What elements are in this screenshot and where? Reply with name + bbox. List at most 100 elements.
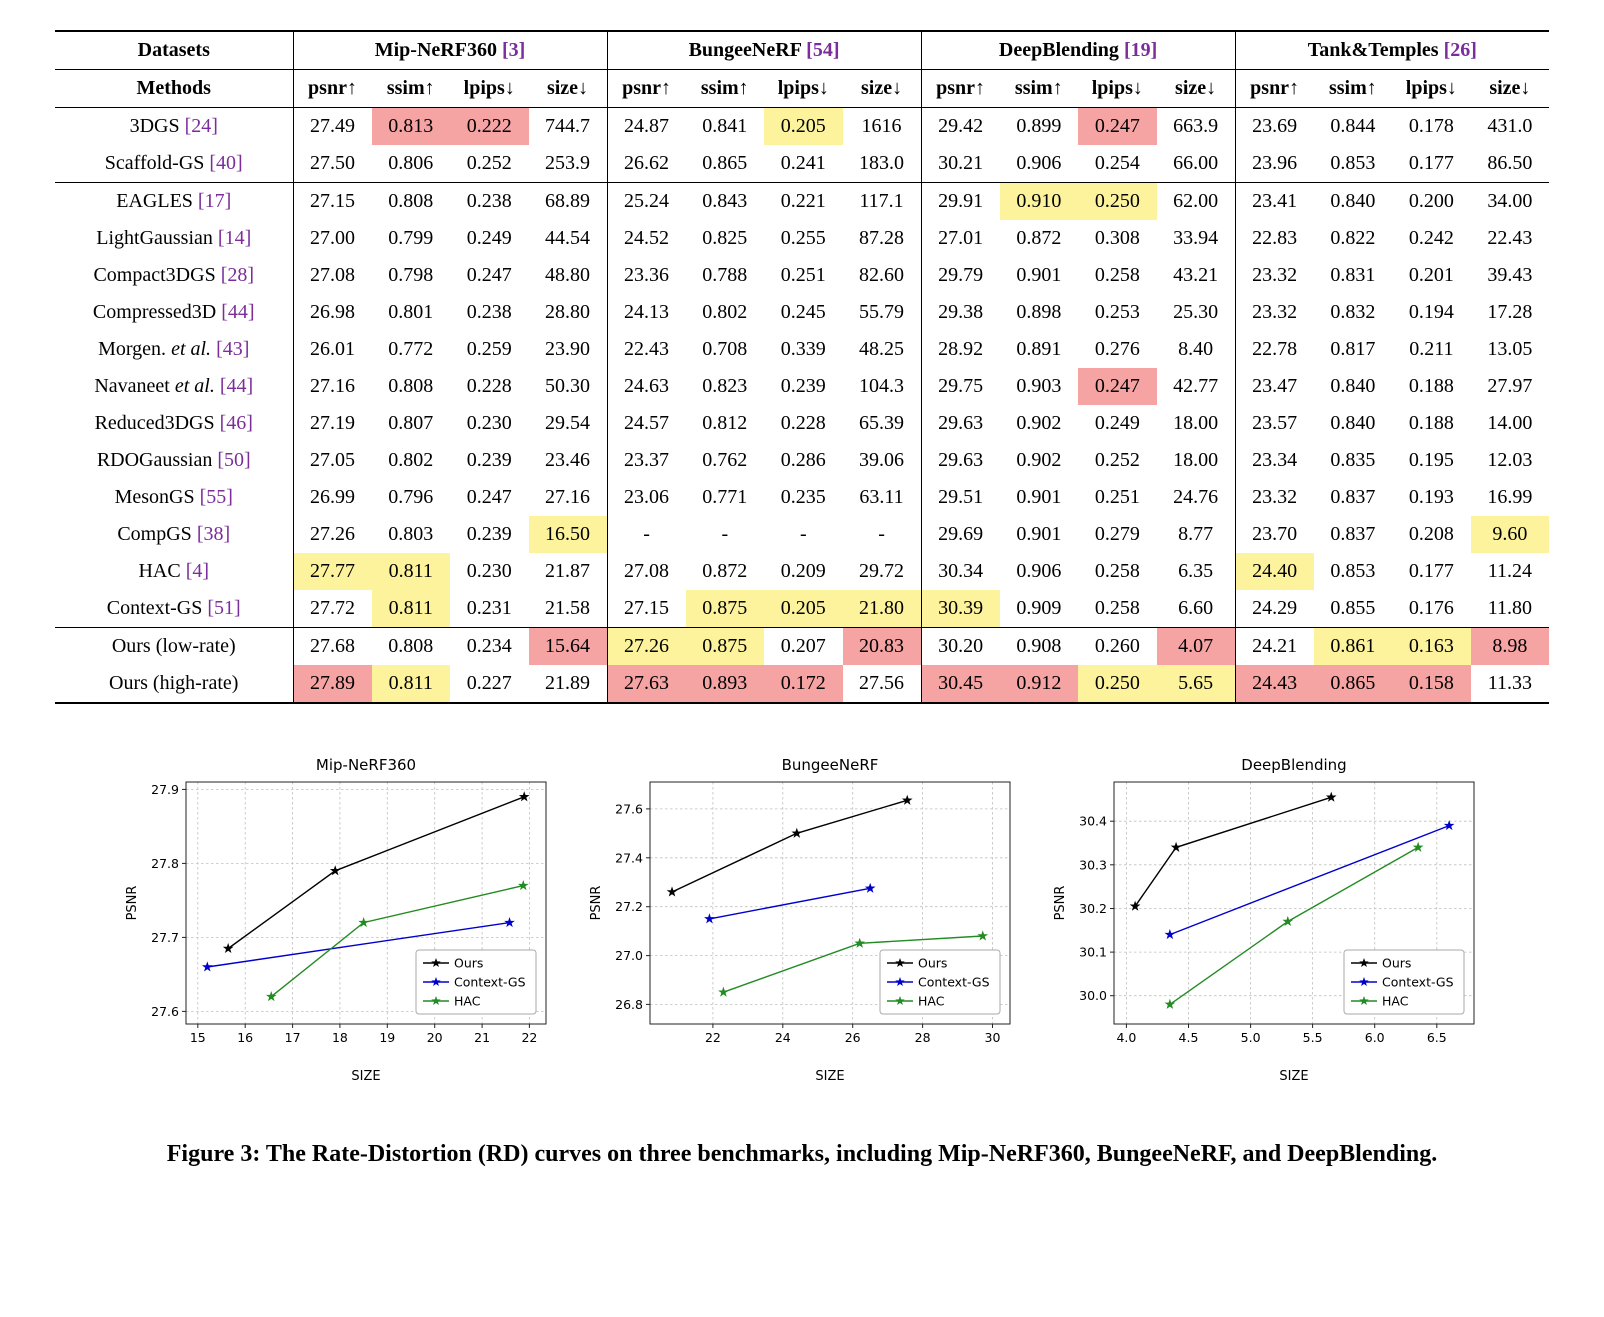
metric-column-header: psnr↑ <box>1234 69 1314 108</box>
metric-value: 39.06 <box>859 449 905 471</box>
data-point-marker <box>518 791 530 802</box>
table-row: Scaffold-GS [40] 27.50 0.806 0.252 253.9 26.6… <box>55 145 1550 183</box>
metric-value: 29.69 <box>920 516 1000 553</box>
metric-value: 0.249 <box>466 227 512 249</box>
metric-value: 0.708 <box>702 338 748 360</box>
legend-marker <box>1359 996 1369 1006</box>
metric-column-header: lpips↓ <box>1078 69 1157 108</box>
citation-ref: [55] <box>199 486 233 508</box>
metric-value: 0.193 <box>1408 486 1454 508</box>
metric-value: 0.861 <box>1313 627 1393 665</box>
metric-value: 11.33 <box>1487 672 1532 694</box>
chart-block-mip-nerf360: 15 16 17 18 19 20 21 22 27.6 27.7 27.8 27.9 Mip-NeRF… <box>120 754 556 1093</box>
metric-value: 0.239 <box>780 375 826 397</box>
metric-value: 8.40 <box>1178 338 1214 360</box>
metric-value: 0.308 <box>1094 227 1140 249</box>
metric-value: 0.250 <box>1078 182 1157 220</box>
table-row: EAGLES [17] 27.15 0.808 0.238 68.89 25.24 0.84… <box>55 182 1549 220</box>
metric-value: 0.855 <box>1313 590 1393 628</box>
metric-value: 0.788 <box>702 264 748 286</box>
data-point-marker <box>704 913 715 924</box>
datasets-label: Datasets <box>55 31 293 70</box>
results-table: Datasets Mip-NeRF360 [3] BungeeNeRF [54] D… <box>55 30 1550 704</box>
table-row: Navaneet et al. [44] 27.16 0.808 0.228 50.30… <box>55 368 1549 405</box>
legend-label: Ours <box>918 956 947 971</box>
data-point-marker <box>901 794 913 805</box>
metric-value: 27.08 <box>606 553 686 590</box>
x-tick-label: 20 <box>427 1030 443 1045</box>
metric-value: 27.97 <box>1487 375 1533 397</box>
x-tick-label: 6.5 <box>1427 1030 1447 1045</box>
metric-value: 23.32 <box>1234 479 1314 516</box>
legend-label: Context-GS <box>1382 975 1454 990</box>
data-point-marker <box>358 917 369 928</box>
metric-value: 8.77 <box>1178 523 1214 545</box>
metric-value: 0.234 <box>466 635 512 657</box>
x-tick-label: 4.0 <box>1116 1030 1136 1045</box>
metric-value: 26.01 <box>292 331 372 368</box>
metric-value: 13.05 <box>1487 338 1533 360</box>
y-tick-label: 27.9 <box>151 782 179 797</box>
metric-value: 0.771 <box>702 486 748 508</box>
metric-value: 29.91 <box>920 182 1000 220</box>
metric-value: 0.811 <box>371 553 450 590</box>
metric-value: 24.13 <box>606 294 686 331</box>
y-tick-label: 27.2 <box>615 899 643 914</box>
x-tick-label: 17 <box>285 1030 301 1045</box>
metric-value: 0.811 <box>371 665 450 703</box>
metric-value: 22.43 <box>606 331 686 368</box>
metric-value: 68.89 <box>545 190 591 212</box>
y-tick-label: 30.4 <box>1079 814 1107 829</box>
metric-value: 0.811 <box>371 590 450 628</box>
metric-value: 43.21 <box>1173 264 1219 286</box>
metric-value: 27.01 <box>920 220 1000 257</box>
table-row: 3DGS [24] 27.49 0.813 0.222 744.7 24.87 0.841 0… <box>55 107 1549 145</box>
metric-value: 30.45 <box>920 665 1000 703</box>
metric-value: 0.898 <box>1016 301 1062 323</box>
metric-value: 63.11 <box>859 486 904 508</box>
method-name: Ours (high-rate) <box>109 672 239 694</box>
legend-label: HAC <box>454 994 481 1009</box>
citation-ref: [44] <box>219 375 254 397</box>
metric-value: 22.78 <box>1234 331 1314 368</box>
metric-value: 0.837 <box>1330 523 1376 545</box>
metric-value: 0.286 <box>780 449 826 471</box>
metric-value: 0.853 <box>1313 145 1393 183</box>
data-point-marker <box>1170 841 1182 852</box>
metric-value: 0.239 <box>466 449 512 471</box>
metric-column-header: lpips↓ <box>450 69 529 108</box>
metric-value: 25.24 <box>606 182 686 220</box>
y-tick-label: 27.0 <box>615 948 643 963</box>
table-row: Ours (low-rate) 27.68 0.808 0.234 15.64 27.26… <box>55 627 1550 665</box>
metric-value: 0.823 <box>702 375 748 397</box>
metric-value: 27.16 <box>545 486 591 508</box>
metric-value: 0.840 <box>1330 190 1376 212</box>
metric-value: 0.207 <box>780 635 826 657</box>
metric-value: 104.3 <box>859 375 905 397</box>
table-row: Ours (high-rate) 27.89 0.811 0.227 21.89 27.6… <box>55 665 1549 703</box>
metric-value: 20.83 <box>842 627 922 665</box>
citation-ref: [4] <box>185 560 210 582</box>
metric-value: 27.08 <box>292 257 372 294</box>
method-name: Scaffold-GS [40] <box>55 145 293 183</box>
metric-value: 0.909 <box>999 590 1079 628</box>
metric-value: 0.200 <box>1408 190 1454 212</box>
y-axis-label: PSNR <box>589 886 604 921</box>
metric-value: 27.05 <box>292 442 372 479</box>
metric-value: 0.247 <box>466 486 512 508</box>
x-tick-label: 26 <box>845 1030 861 1045</box>
metric-value: 18.00 <box>1173 449 1219 471</box>
datasets-header-row: Datasets Mip-NeRF360 [3] BungeeNeRF [54] D… <box>55 31 1550 70</box>
x-tick-label: 4.5 <box>1179 1030 1199 1045</box>
metric-value: 0.259 <box>466 338 512 360</box>
table-row: LightGaussian [14] 27.00 0.799 0.249 44.54 24… <box>55 220 1549 257</box>
metric-value: 23.57 <box>1234 405 1314 442</box>
metric-value: 0.822 <box>1330 227 1376 249</box>
metric-value: 29.72 <box>859 560 905 582</box>
method-name: RDOGaussian [50] <box>96 449 251 471</box>
metric-value: 744.7 <box>545 115 591 137</box>
x-tick-label: 16 <box>237 1030 253 1045</box>
metric-value: 24.43 <box>1234 665 1314 703</box>
legend-marker <box>1359 958 1369 968</box>
metric-value: 0.260 <box>1094 635 1140 657</box>
